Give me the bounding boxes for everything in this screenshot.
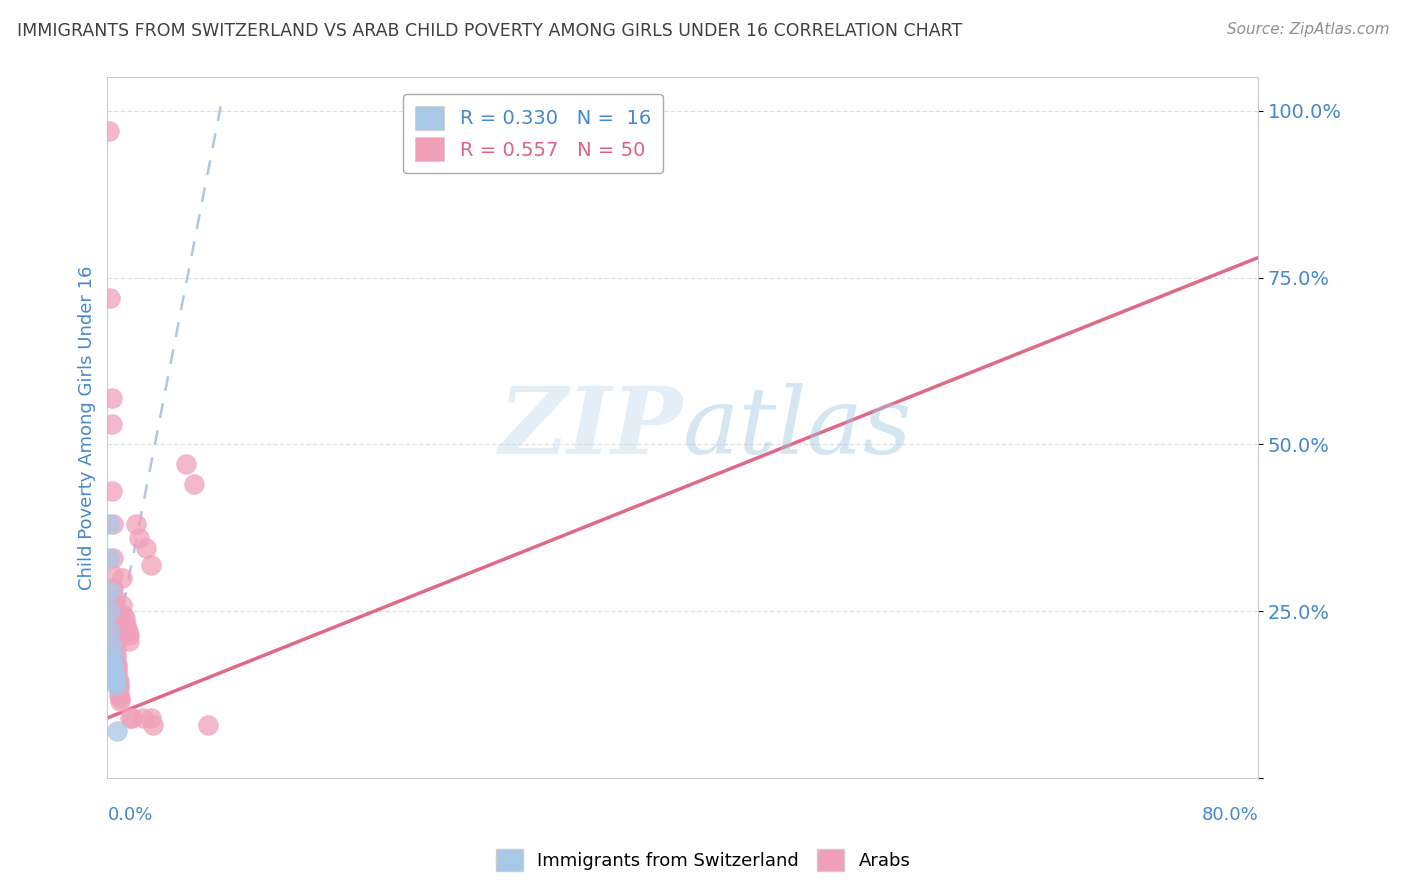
Text: 0.0%: 0.0% [107,806,153,824]
Point [101,581,124,595]
Point [103,667,125,681]
Point [100,484,122,499]
Point [103,604,125,618]
Point [108,688,131,702]
Text: atlas: atlas [683,383,912,473]
Point [103,671,125,685]
Point [125,517,148,532]
Point [97,517,120,532]
Point [101,567,124,582]
Text: Source: ZipAtlas.com: Source: ZipAtlas.com [1226,22,1389,37]
Point [176,458,198,472]
Point [132,711,155,725]
Point [101,665,124,679]
Point [117,624,139,639]
Y-axis label: Child Poverty Among Girls Under 16: Child Poverty Among Girls Under 16 [79,266,96,590]
Point [121,711,143,725]
Point [128,531,150,545]
Point [118,634,141,648]
Point [98,624,121,639]
Point [100,648,122,662]
Point [105,634,128,648]
Text: ZIP: ZIP [499,383,683,473]
Point [100,417,122,432]
Point [139,558,162,572]
Point [98,584,121,599]
Point [98,291,121,305]
Point [103,598,125,612]
Point [120,711,142,725]
Point [100,391,122,405]
Point [111,571,134,585]
Point [105,654,128,668]
Point [101,550,124,565]
Point [107,661,129,675]
Point [108,674,131,689]
Point [118,627,141,641]
Point [97,550,120,565]
Point [101,657,124,672]
Point [197,717,219,731]
Point [107,667,129,681]
Point [105,677,128,691]
Point [135,541,157,555]
Point [142,717,165,731]
Point [107,671,129,685]
Point [115,617,138,632]
Point [103,591,125,605]
Point [111,598,134,612]
Point [112,607,135,622]
Point [97,124,120,138]
Point [100,654,122,668]
Point [108,677,131,691]
Point [103,614,125,628]
Point [101,661,124,675]
Point [107,665,129,679]
Point [139,711,162,725]
Point [183,477,205,491]
Point [107,657,129,672]
Point [103,674,125,689]
Point [101,517,124,532]
Point [108,681,131,695]
Text: 80.0%: 80.0% [1201,806,1258,824]
Point [105,648,128,662]
Point [107,724,129,739]
Point [110,690,132,705]
Point [105,640,128,655]
Point [103,624,125,639]
Text: IMMIGRANTS FROM SWITZERLAND VS ARAB CHILD POVERTY AMONG GIRLS UNDER 16 CORRELATI: IMMIGRANTS FROM SWITZERLAND VS ARAB CHIL… [17,22,962,40]
Legend: R = 0.330   N =  16, R = 0.557   N = 50: R = 0.330 N = 16, R = 0.557 N = 50 [404,95,662,173]
Legend: Immigrants from Switzerland, Arabs: Immigrants from Switzerland, Arabs [488,842,918,879]
Point [98,604,121,618]
Point [105,627,128,641]
Point [110,694,132,708]
Point [114,611,136,625]
Point [100,638,122,652]
